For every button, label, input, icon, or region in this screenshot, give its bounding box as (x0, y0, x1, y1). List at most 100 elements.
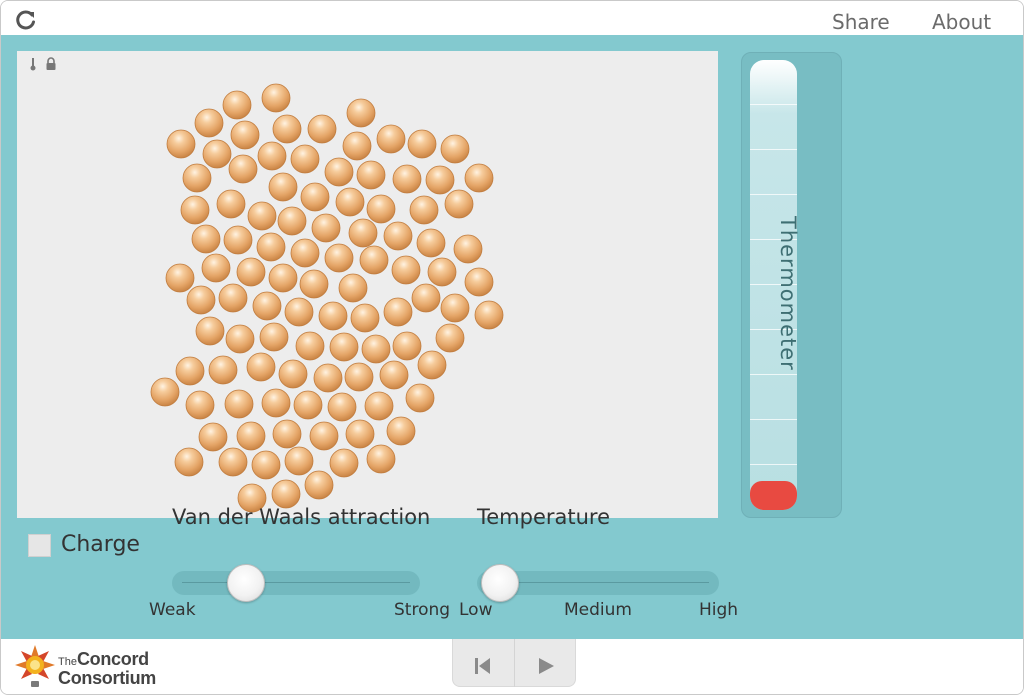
atom[interactable] (261, 388, 291, 418)
atom[interactable] (290, 144, 320, 174)
atom[interactable] (175, 356, 205, 386)
atom[interactable] (261, 83, 291, 113)
atom[interactable] (366, 194, 396, 224)
charge-checkbox[interactable] (28, 534, 51, 557)
reset-icon[interactable] (472, 655, 494, 677)
atom[interactable] (376, 124, 406, 154)
atom[interactable] (284, 446, 314, 476)
atom[interactable] (225, 324, 255, 354)
atom[interactable] (359, 245, 389, 275)
atom[interactable] (379, 360, 409, 390)
atom[interactable] (407, 129, 437, 159)
atom[interactable] (324, 157, 354, 187)
atom[interactable] (392, 331, 422, 361)
atom[interactable] (345, 419, 375, 449)
atom[interactable] (236, 257, 266, 287)
atom[interactable] (165, 263, 195, 293)
atom[interactable] (313, 363, 343, 393)
atom[interactable] (272, 114, 302, 144)
atom[interactable] (416, 228, 446, 258)
atom[interactable] (453, 234, 483, 264)
atom[interactable] (329, 448, 359, 478)
atom[interactable] (268, 263, 298, 293)
atom[interactable] (202, 139, 232, 169)
atom[interactable] (307, 114, 337, 144)
atom[interactable] (440, 293, 470, 323)
atom[interactable] (251, 450, 281, 480)
lock-icon[interactable] (45, 57, 57, 71)
atom[interactable] (277, 206, 307, 236)
atom[interactable] (383, 221, 413, 251)
atom[interactable] (344, 362, 374, 392)
atom[interactable] (271, 479, 301, 509)
atom[interactable] (290, 238, 320, 268)
atom[interactable] (474, 300, 504, 330)
atom[interactable] (198, 422, 228, 452)
atom[interactable] (185, 390, 215, 420)
atom[interactable] (383, 297, 413, 327)
vdw-slider-handle[interactable] (227, 564, 265, 602)
atom[interactable] (174, 447, 204, 477)
atom[interactable] (246, 352, 276, 382)
atom[interactable] (440, 134, 470, 164)
atom[interactable] (236, 421, 266, 451)
atom[interactable] (293, 390, 323, 420)
atom[interactable] (191, 224, 221, 254)
atom[interactable] (392, 164, 422, 194)
atom[interactable] (427, 257, 457, 287)
simulation-canvas[interactable] (17, 51, 718, 518)
atom[interactable] (391, 255, 421, 285)
atom[interactable] (299, 269, 329, 299)
atom[interactable] (350, 303, 380, 333)
share-link[interactable]: Share (832, 10, 890, 34)
atom[interactable] (304, 470, 334, 500)
atom[interactable] (208, 355, 238, 385)
atom[interactable] (411, 283, 441, 313)
atom[interactable] (259, 322, 289, 352)
atom[interactable] (268, 172, 298, 202)
atom[interactable] (409, 195, 439, 225)
atom[interactable] (329, 332, 359, 362)
atom[interactable] (346, 98, 376, 128)
atom[interactable] (348, 218, 378, 248)
thermometer-small-icon[interactable] (29, 57, 37, 71)
atom[interactable] (194, 108, 224, 138)
atom[interactable] (182, 163, 212, 193)
atom[interactable] (222, 90, 252, 120)
atom[interactable] (318, 301, 348, 331)
atom[interactable] (324, 243, 354, 273)
atom[interactable] (335, 187, 365, 217)
atom[interactable] (364, 391, 394, 421)
atom[interactable] (201, 253, 231, 283)
atom[interactable] (256, 232, 286, 262)
atom[interactable] (180, 195, 210, 225)
atom[interactable] (425, 165, 455, 195)
atom[interactable] (417, 350, 447, 380)
atom[interactable] (327, 392, 357, 422)
atom[interactable] (257, 141, 287, 171)
atom[interactable] (166, 129, 196, 159)
atom[interactable] (309, 421, 339, 451)
atom[interactable] (150, 377, 180, 407)
play-icon[interactable] (535, 655, 557, 677)
atom[interactable] (295, 331, 325, 361)
atom[interactable] (237, 483, 267, 513)
atom[interactable] (218, 447, 248, 477)
atom[interactable] (356, 160, 386, 190)
atom[interactable] (223, 225, 253, 255)
atom[interactable] (444, 189, 474, 219)
atom[interactable] (435, 323, 465, 353)
atom[interactable] (272, 419, 302, 449)
atom[interactable] (338, 273, 368, 303)
atom[interactable] (366, 444, 396, 474)
atom[interactable] (228, 154, 258, 184)
atom[interactable] (278, 359, 308, 389)
atom[interactable] (386, 416, 416, 446)
temperature-slider-handle[interactable] (481, 564, 519, 602)
atom[interactable] (405, 383, 435, 413)
atom[interactable] (195, 316, 225, 346)
atom[interactable] (216, 189, 246, 219)
atom[interactable] (464, 163, 494, 193)
atom[interactable] (230, 120, 260, 150)
atom[interactable] (300, 182, 330, 212)
